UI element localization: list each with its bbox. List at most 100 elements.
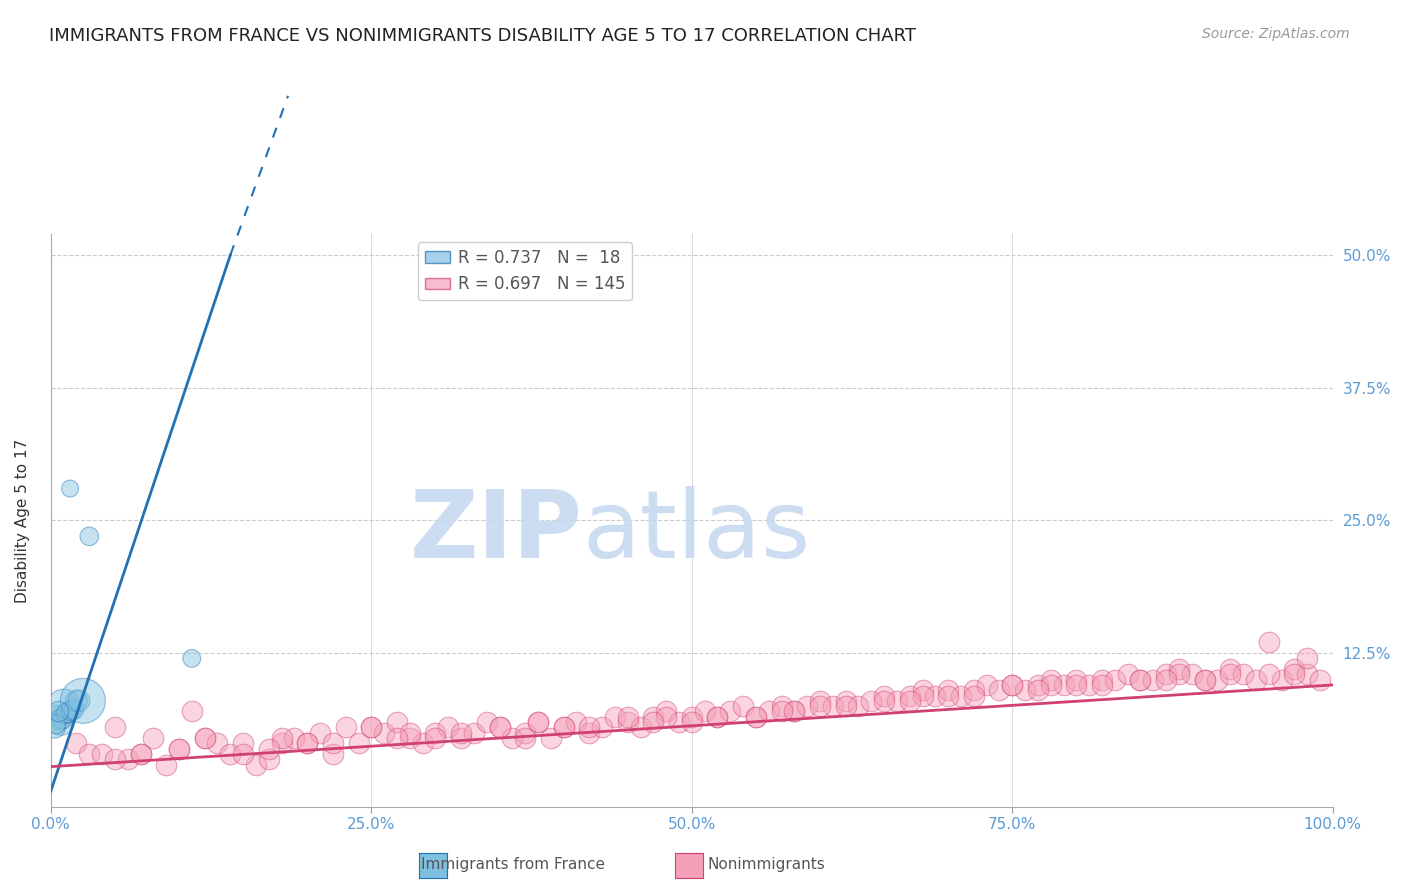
Point [1078,678,1101,692]
Point [1001,678,1024,692]
Point [1181,667,1204,681]
Point [770,699,793,714]
Point [373,725,395,739]
Point [270,731,292,745]
Point [450,725,472,739]
Text: IMMIGRANTS FROM FRANCE VS NONIMMIGRANTS DISABILITY AGE 5 TO 17 CORRELATION CHART: IMMIGRANTS FROM FRANCE VS NONIMMIGRANTS … [49,27,917,45]
Text: Source: ZipAtlas.com: Source: ZipAtlas.com [1202,27,1350,41]
Point [347,736,370,750]
Point [553,720,575,734]
Point [398,725,420,739]
Point [180,705,202,719]
Point [463,725,485,739]
Point [655,705,678,719]
Point [49,713,72,727]
Point [1284,667,1306,681]
Point [1257,667,1279,681]
Point [540,731,562,745]
Point [322,736,344,750]
Point [46,710,69,724]
Point [527,715,550,730]
Text: Immigrants from France: Immigrants from France [422,857,605,872]
Point [360,720,382,734]
Point [1257,635,1279,649]
Point [603,710,626,724]
Point [56,706,79,720]
Point [257,741,280,756]
Point [60,703,83,717]
Point [475,715,498,730]
Point [1296,651,1319,665]
Point [936,683,959,698]
Point [1039,678,1062,692]
Point [1052,678,1074,692]
Point [501,731,523,745]
Point [643,710,665,724]
Point [1154,673,1177,687]
Point [257,752,280,766]
Point [1116,667,1139,681]
Point [155,757,177,772]
Point [425,725,447,739]
Point [924,689,946,703]
Point [194,731,217,745]
Point [65,736,87,750]
Point [1014,683,1036,698]
Point [591,720,613,734]
Point [59,482,82,496]
Point [783,705,806,719]
Point [821,699,844,714]
Legend: R = 0.737   N =  18, R = 0.697   N = 145: R = 0.737 N = 18, R = 0.697 N = 145 [418,243,633,300]
Point [385,715,408,730]
Point [49,715,72,730]
Point [55,706,77,721]
Point [834,694,856,708]
Point [616,710,638,724]
Text: Nonimmigrants: Nonimmigrants [707,857,825,872]
Point [668,715,690,730]
Point [194,731,217,745]
Point [1168,667,1191,681]
Point [783,705,806,719]
Point [770,705,793,719]
Point [180,651,202,665]
Point [48,705,70,719]
Point [104,720,127,734]
Point [450,731,472,745]
Point [1219,667,1241,681]
Point [643,715,665,730]
Point [706,710,728,724]
Point [398,731,420,745]
Point [219,747,242,761]
Point [950,689,973,703]
Point [988,683,1011,698]
Point [1001,678,1024,692]
Point [1026,678,1049,692]
Point [1091,673,1114,687]
Point [963,683,986,698]
Point [142,731,165,745]
Point [898,694,921,708]
Point [1219,662,1241,676]
Point [1296,667,1319,681]
Point [616,715,638,730]
Point [129,747,152,761]
Point [79,529,101,543]
Point [1168,662,1191,676]
Point [437,720,460,734]
Text: atlas: atlas [583,486,811,578]
Point [232,747,254,761]
Point [886,694,908,708]
Point [117,752,139,766]
Point [65,694,87,708]
Point [655,710,678,724]
Point [1039,673,1062,687]
Point [167,741,190,756]
Point [425,731,447,745]
Point [565,715,588,730]
Point [578,720,600,734]
Point [718,705,741,719]
Point [515,725,537,739]
Point [283,731,305,745]
Point [297,736,319,750]
